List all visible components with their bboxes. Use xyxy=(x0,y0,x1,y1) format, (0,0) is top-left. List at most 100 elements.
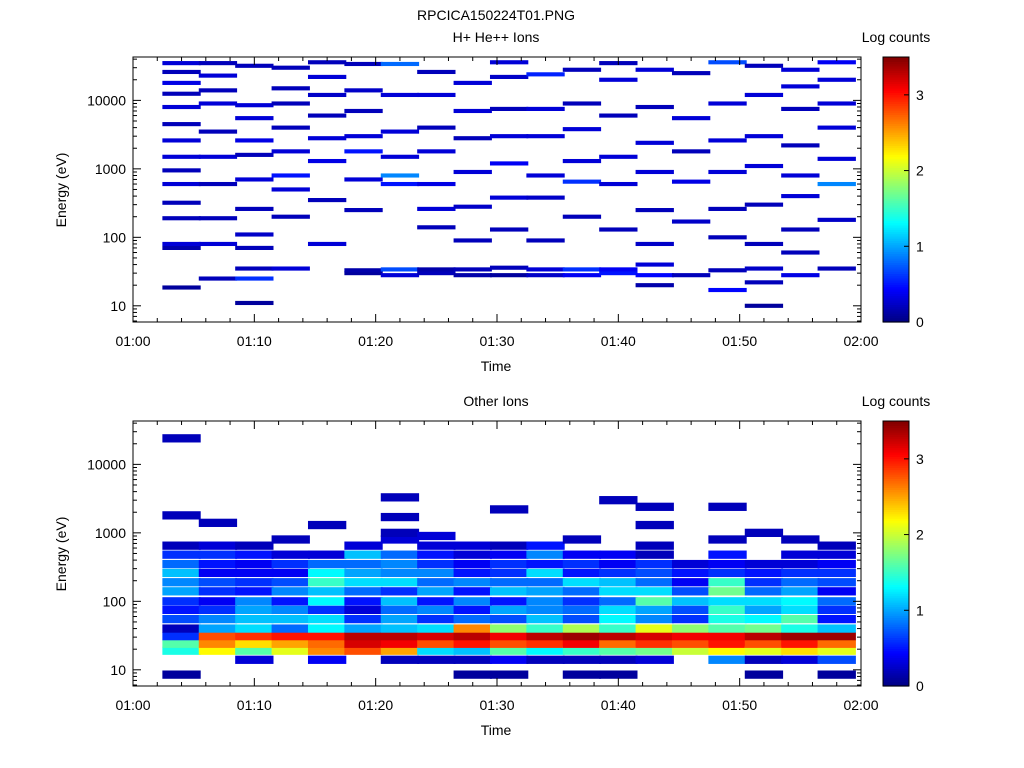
heatmap-cell xyxy=(417,655,456,664)
heatmap-cell xyxy=(562,605,602,615)
colorbar-swatch xyxy=(883,538,909,541)
heatmap-cell xyxy=(271,101,310,106)
heatmap-cell xyxy=(307,559,347,569)
heatmap-cell xyxy=(635,605,674,615)
heatmap-cell xyxy=(635,646,674,655)
heatmap-cell xyxy=(162,597,201,606)
heatmap-cell xyxy=(307,614,347,624)
heatmap-cell xyxy=(417,267,456,272)
colorbar-swatch xyxy=(883,284,909,288)
heatmap-cell xyxy=(599,227,638,232)
heatmap-cell xyxy=(526,578,565,587)
heatmap-cell xyxy=(635,208,674,213)
heatmap-cell xyxy=(453,655,492,664)
colorbar-swatch xyxy=(883,174,909,177)
heatmap-cell xyxy=(162,587,201,596)
colorbar-swatch xyxy=(883,160,909,164)
heatmap-cell xyxy=(489,106,529,111)
colorbar-swatch xyxy=(883,207,909,210)
heatmap-cell xyxy=(235,578,274,587)
heatmap-cell xyxy=(744,587,784,596)
heatmap-cell xyxy=(708,60,747,65)
colorbar-swatch xyxy=(883,313,909,316)
heatmap-cell xyxy=(599,670,638,679)
heatmap-cell xyxy=(344,208,383,213)
colorbar-swatch xyxy=(883,421,909,424)
colorbar-swatch xyxy=(883,458,909,462)
heatmap-cell xyxy=(708,559,747,569)
x-tick-label: 01:10 xyxy=(237,333,272,349)
colorbar-swatch xyxy=(883,262,909,266)
heatmap-cell xyxy=(417,568,456,578)
x-tick-label: 02:00 xyxy=(843,697,878,713)
panel-title: H+ He++ Ions xyxy=(453,29,540,45)
heatmap-cell xyxy=(526,632,565,641)
heatmap-cell xyxy=(271,187,310,192)
colorbar-swatch xyxy=(883,63,909,67)
heatmap-cell xyxy=(417,271,456,276)
heatmap-cell xyxy=(744,528,784,537)
colorbar-swatch xyxy=(883,509,909,513)
heatmap-cell xyxy=(817,217,856,222)
x-axis-label: Time xyxy=(481,358,512,374)
heatmap-cell xyxy=(344,268,383,273)
heatmap-cell xyxy=(235,116,274,121)
colorbar-swatch xyxy=(883,522,909,526)
heatmap-cell xyxy=(599,655,638,664)
heatmap-cell xyxy=(198,559,238,569)
heatmap-cell xyxy=(198,550,238,559)
heatmap-cell xyxy=(380,273,420,278)
colorbar-swatch xyxy=(883,227,909,230)
heatmap-cell xyxy=(671,559,711,569)
heatmap-cell xyxy=(453,614,492,624)
x-tick-label: 01:40 xyxy=(601,333,636,349)
x-tick-label: 01:20 xyxy=(358,333,393,349)
colorbar-swatch xyxy=(883,551,909,555)
heatmap-cell xyxy=(380,655,420,664)
heatmap-cell xyxy=(198,181,238,187)
heatmap-cell xyxy=(453,541,492,550)
colorbar-swatch xyxy=(883,151,909,155)
heatmap-cell xyxy=(817,101,856,106)
y-axis: 10 100 1000 10000 xyxy=(87,422,861,686)
colorbar-swatch xyxy=(883,229,909,233)
heatmap-cell xyxy=(162,550,201,559)
heatmap-cell xyxy=(380,267,420,272)
heatmap-cell xyxy=(635,241,674,247)
heatmap-cell xyxy=(417,181,456,187)
heatmap-cell xyxy=(671,639,711,648)
heatmap-cell xyxy=(526,614,565,624)
heatmap-cell xyxy=(817,578,856,587)
colorbar-swatch xyxy=(883,154,909,157)
heatmap-cell xyxy=(380,129,420,134)
colorbar-swatch xyxy=(883,683,909,687)
heatmap-cell xyxy=(526,605,565,615)
colorbar: 0 1 2 3 xyxy=(882,56,924,330)
heatmap-cell xyxy=(489,273,529,278)
heatmap-cell xyxy=(489,605,529,615)
colorbar-swatch xyxy=(883,191,909,195)
heatmap-cell xyxy=(526,273,565,278)
colorbar-swatch xyxy=(883,544,909,548)
heatmap-cell xyxy=(635,559,674,569)
colorbar-swatch xyxy=(883,604,909,608)
colorbar-swatch xyxy=(883,293,909,297)
heatmap-cell xyxy=(162,91,201,96)
heatmap-cell xyxy=(817,541,856,550)
heatmap-cell xyxy=(162,624,201,633)
heatmap-cell xyxy=(635,262,674,267)
colorbar-swatch xyxy=(883,529,909,533)
colorbar-swatch xyxy=(883,474,909,477)
y-tick-label: 10 xyxy=(110,298,126,314)
colorbar-tick-label: 2 xyxy=(916,163,924,179)
colorbar-swatch xyxy=(883,118,909,122)
heatmap-cell xyxy=(453,670,492,679)
colorbar-swatch xyxy=(883,580,909,583)
heatmap-cell xyxy=(489,624,529,633)
heatmap-cell xyxy=(526,587,565,596)
heatmap-cell xyxy=(271,587,310,596)
colorbar-swatch xyxy=(883,531,909,535)
heatmap-cell xyxy=(562,179,602,184)
heatmap-cell xyxy=(307,74,347,79)
heatmap-cell xyxy=(380,639,420,648)
